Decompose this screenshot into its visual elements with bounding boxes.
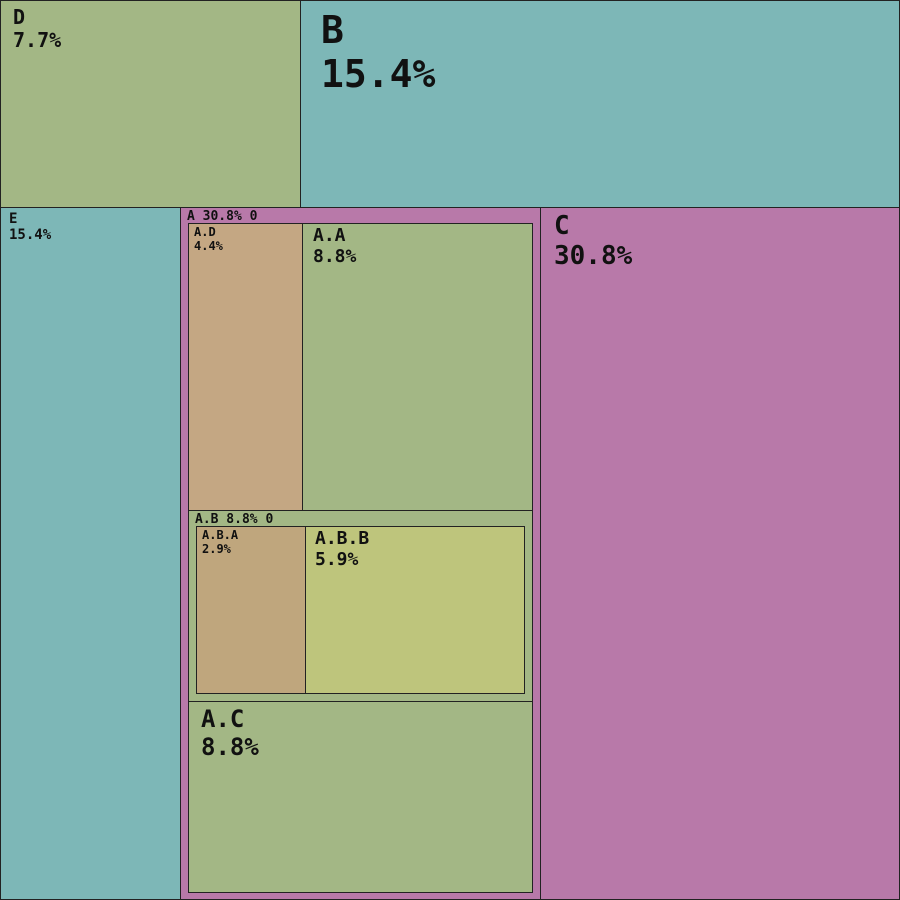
treemap-label-a-b: A.B 8.8% 0 [195,512,274,527]
treemap-cell-a-c: A.C 8.8% [188,701,533,893]
treemap-cell-d: D 7.7% [0,0,301,208]
treemap-label-e: E [9,211,18,227]
treemap-labelbox-a-b-a: A.B.A 2.9% [202,528,239,557]
treemap-labelbox-e: E 15.4% [9,211,51,243]
treemap-labelbox-a-c: A.C 8.8% [201,705,259,761]
treemap-value-a-a: 8.8% [313,245,357,267]
treemap-labelbox-a-d: A.D 4.4% [194,225,223,254]
treemap-label-a-a: A.A [313,225,346,246]
treemap-cell-c: C 30.8% [540,207,900,900]
treemap-cell-a-b-a: A.B.A 2.9% [196,526,306,694]
treemap-label-a-c: A.C [201,705,245,733]
treemap-cell-a-d: A.D 4.4% [188,223,303,511]
treemap-label-d: D [13,5,26,29]
treemap-value-a-b-b: 5.9% [315,548,359,570]
treemap-value-c: 30.8% [554,240,633,271]
treemap-cell-e: E 15.4% [0,207,181,900]
treemap-label-a: A 30.8% 0 [187,209,258,224]
treemap-label-b: B [321,8,344,52]
treemap-label-a-b-b: A.B.B [315,528,370,549]
treemap-cell-b: B 15.4% [300,0,900,208]
treemap-labelbox-b: B 15.4% [321,8,436,96]
treemap-header-a: A 30.8% 0 [187,209,258,225]
treemap-header-a-b: A.B 8.8% 0 [195,512,274,528]
treemap-cell-a-a: A.A 8.8% [302,223,533,511]
treemap-label-a-d: A.D [194,225,216,239]
treemap-label-a-b-a: A.B.A [202,528,239,542]
treemap-value-b: 15.4% [321,51,436,96]
treemap-label-c: C [554,211,570,241]
treemap-labelbox-c: C 30.8% [554,211,633,272]
treemap-value-a-c: 8.8% [201,732,259,761]
treemap-value-a-b-a: 2.9% [202,541,231,556]
treemap-value-a-d: 4.4% [194,238,223,253]
treemap-labelbox-a-a: A.A 8.8% [313,225,357,267]
treemap-labelbox-a-b-b: A.B.B 5.9% [315,528,370,570]
treemap-value-e: 15.4% [9,227,52,244]
treemap-cell-a-b-b: A.B.B 5.9% [305,526,525,694]
treemap-labelbox-d: D 7.7% [13,6,61,52]
treemap-value-d: 7.7% [13,28,62,52]
